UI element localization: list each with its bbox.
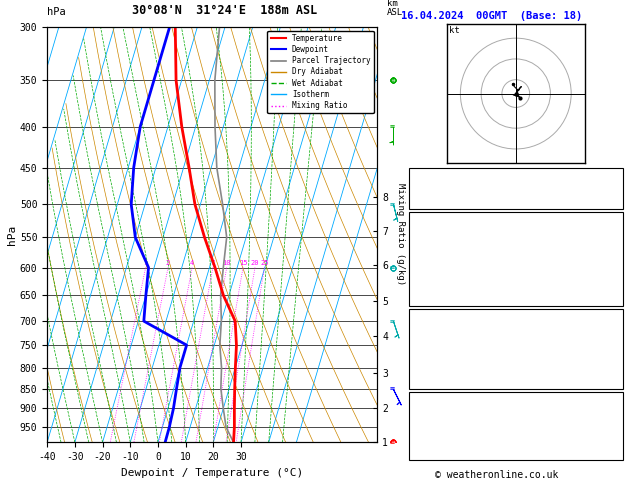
Text: 315: 315 [601,256,619,266]
Text: Pressure (mb): Pressure (mb) [413,327,489,336]
Text: hPa: hPa [47,7,66,17]
Text: Dewp (°C): Dewp (°C) [413,243,465,253]
Text: 19: 19 [607,449,619,459]
Text: -23: -23 [601,172,619,182]
Text: CAPE (J): CAPE (J) [413,365,460,376]
Text: km
ASL: km ASL [387,0,403,17]
Text: 992: 992 [601,327,619,336]
Text: 20°: 20° [601,436,619,446]
Text: SREH: SREH [413,423,436,433]
Text: CIN (J): CIN (J) [413,379,454,388]
Text: CIN (J): CIN (J) [413,295,454,305]
Text: EH: EH [413,410,425,420]
Text: PW (cm): PW (cm) [413,198,454,208]
Text: 6: 6 [613,423,619,433]
Text: 7: 7 [211,260,215,266]
Text: ≡: ≡ [389,384,394,393]
Text: 30°08'N  31°24'E  188m ASL: 30°08'N 31°24'E 188m ASL [132,4,318,17]
Text: 0: 0 [613,365,619,376]
Text: -64: -64 [601,410,619,420]
Text: Surface: Surface [495,219,537,229]
Text: 10: 10 [607,269,619,279]
Text: kt: kt [449,26,460,35]
Text: 16.04.2024  00GMT  (Base: 18): 16.04.2024 00GMT (Base: 18) [401,11,582,21]
Text: 10: 10 [223,260,231,266]
Text: ≡: ≡ [389,263,394,272]
Text: ≡: ≡ [389,76,394,85]
Text: 32: 32 [607,185,619,195]
Text: θₜ (K): θₜ (K) [413,339,448,349]
Text: 4: 4 [190,260,194,266]
Text: 10: 10 [607,352,619,363]
Text: ≡: ≡ [389,200,394,208]
Text: 20: 20 [251,260,259,266]
Text: ≡: ≡ [389,122,394,131]
Y-axis label: hPa: hPa [7,225,17,244]
Text: Lifted Index: Lifted Index [413,352,483,363]
Legend: Temperature, Dewpoint, Parcel Trajectory, Dry Adiabat, Wet Adiabat, Isotherm, Mi: Temperature, Dewpoint, Parcel Trajectory… [267,31,374,113]
Text: 1.1: 1.1 [601,198,619,208]
Text: 1: 1 [143,260,148,266]
Text: 0: 0 [613,379,619,388]
Text: ≡: ≡ [389,316,394,326]
X-axis label: Dewpoint / Temperature (°C): Dewpoint / Temperature (°C) [121,468,303,478]
Text: 0: 0 [613,282,619,292]
Text: CAPE (J): CAPE (J) [413,282,460,292]
Text: StmDir: StmDir [413,436,448,446]
Text: Most Unstable: Most Unstable [477,315,554,325]
Text: 0: 0 [613,295,619,305]
Text: StmSpd (kt): StmSpd (kt) [413,449,477,459]
Text: 2: 2 [166,260,170,266]
Text: 27.3: 27.3 [596,230,619,240]
Text: 25: 25 [260,260,269,266]
Text: θₜ(K): θₜ(K) [413,256,442,266]
Text: Hodograph: Hodograph [489,399,542,409]
Text: 315: 315 [601,339,619,349]
Text: Lifted Index: Lifted Index [413,269,483,279]
Text: 2.6: 2.6 [601,243,619,253]
Text: © weatheronline.co.uk: © weatheronline.co.uk [435,470,559,480]
Text: 15: 15 [239,260,247,266]
Text: Totals Totals: Totals Totals [413,185,489,195]
Text: Temp (°C): Temp (°C) [413,230,465,240]
Text: ≡: ≡ [389,438,394,447]
Text: K: K [413,172,418,182]
Y-axis label: Mixing Ratio (g/kg): Mixing Ratio (g/kg) [396,183,405,286]
